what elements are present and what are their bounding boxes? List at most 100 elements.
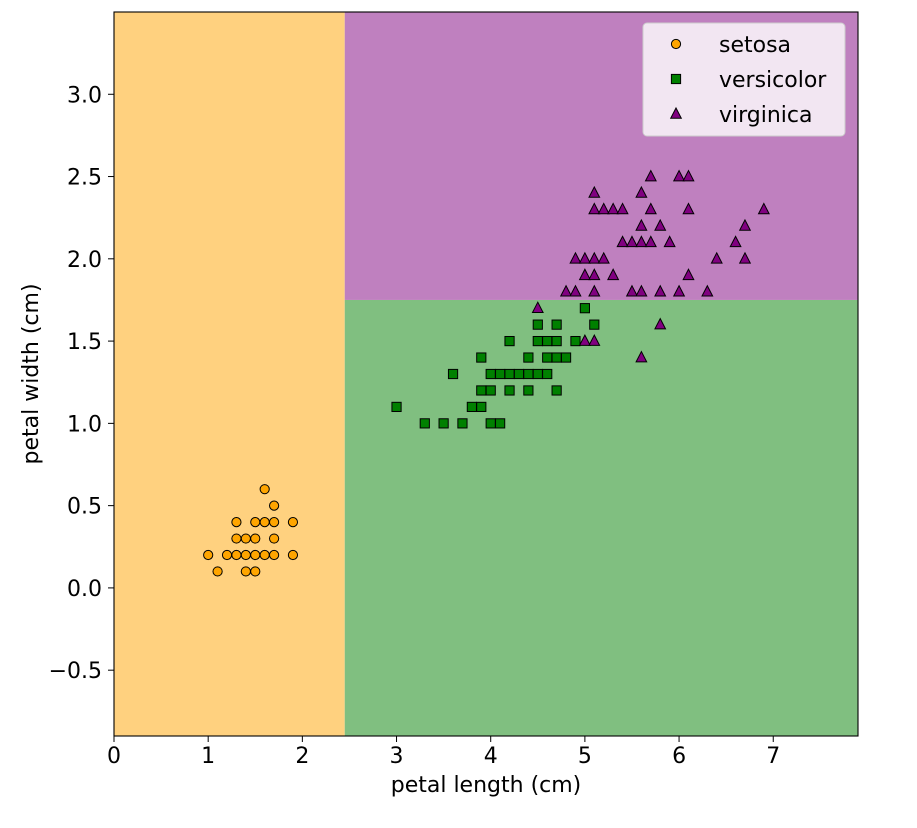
versicolor-point [466,401,477,413]
versicolor-point [542,368,553,380]
legend-label-versicolor: versicolor [719,68,827,93]
virginica-point [588,185,601,198]
setosa-point [231,533,242,544]
virginica-point [597,202,610,215]
legend-label-virginica: virginica [719,103,813,128]
versicolor-point [551,352,562,363]
virginica-point [616,202,629,215]
versicolor-point [476,385,487,396]
versicolor-point [542,352,553,363]
setosa-point [250,533,261,544]
versicolor-point [513,368,525,380]
legend-marker-setosa [670,38,682,50]
virginica-point [569,251,582,264]
virginica-point [635,185,648,198]
x-tick-label: 4 [484,744,498,769]
versicolor-point [551,319,562,330]
setosa-point [212,566,223,577]
setosa-point [240,533,251,544]
versicolor-point [523,368,534,380]
virginica-point [588,333,601,346]
plot-frame [113,11,859,737]
setosa-point [250,516,261,528]
y-axis-label: petal width (cm) [19,283,44,464]
x-tick-label: 5 [578,744,592,769]
versicolor-point [579,303,590,314]
legend-item-setosa: setosa [670,33,791,58]
versicolor-point [570,335,581,347]
virginica-point [672,284,686,297]
setosa-point [269,516,280,528]
versicolor-point [504,385,515,396]
x-axis-ticks: 0 1 2 3 4 5 6 7 [107,736,780,769]
data-points [203,169,770,577]
legend-item-virginica: virginica [669,103,813,128]
versicolor-point [476,352,487,363]
setosa-point [259,484,270,495]
virginica-point [635,218,648,231]
virginica-point [654,317,667,330]
virginica-point [578,268,592,281]
versicolor-point [532,335,543,347]
virginica-point [588,251,601,264]
virginica-point [559,284,573,297]
setosa-point [231,516,242,528]
legend-item-versicolor: versicolor [670,68,827,93]
virginica-point [635,350,648,363]
virginica-point [625,235,639,248]
virginica-point [616,235,629,248]
virginica-point [597,251,610,264]
virginica-point [635,235,648,248]
setosa-point [259,549,270,561]
setosa-point [269,500,280,511]
y-tick-label: 2.0 [67,248,102,273]
virginica-point [569,284,582,297]
x-tick-label: 7 [766,744,780,769]
versicolor-point [438,418,449,429]
y-tick-label: 0.5 [67,495,102,520]
versicolor-point [485,368,496,380]
x-axis-label: petal length (cm) [391,773,582,798]
virginica-point [682,202,695,215]
virginica-point [588,284,601,297]
virginica-point [607,268,620,281]
versicolor-point [523,352,534,363]
setosa-point [287,516,299,528]
setosa-point [231,549,242,561]
legend-marker-virginica [669,106,683,119]
virginica-point [588,268,601,281]
versicolor-point [504,335,515,347]
region-versicolor [344,299,858,736]
virginica-point [654,284,667,297]
x-tick-label: 0 [107,744,121,769]
virginica-point [607,202,620,215]
versicolor-point [542,335,553,347]
virginica-point [663,235,676,248]
legend-marker-versicolor [670,73,682,85]
virginica-point [644,235,657,248]
setosa-point [269,549,280,561]
versicolor-point [495,418,506,429]
virginica-point [635,284,648,297]
virginica-point [531,301,544,313]
virginica-point [625,284,639,297]
versicolor-point [495,368,506,380]
y-tick-label: 0.0 [67,577,102,602]
setosa-point [269,533,280,544]
versicolor-point [523,385,534,396]
legend-label-setosa: setosa [719,33,791,58]
versicolor-point [447,368,459,380]
setosa-point [259,516,270,528]
versicolor-point [551,335,562,347]
versicolor-point [532,319,543,330]
virginica-point [644,169,657,182]
versicolor-point [504,368,515,380]
setosa-point [221,549,233,561]
versicolor-point [560,352,572,363]
versicolor-point [485,418,496,429]
virginica-point [682,169,695,182]
virginica-point [738,251,752,264]
decision-regions [114,12,858,736]
versicolor-point [457,418,468,429]
x-tick-label: 3 [390,744,404,769]
